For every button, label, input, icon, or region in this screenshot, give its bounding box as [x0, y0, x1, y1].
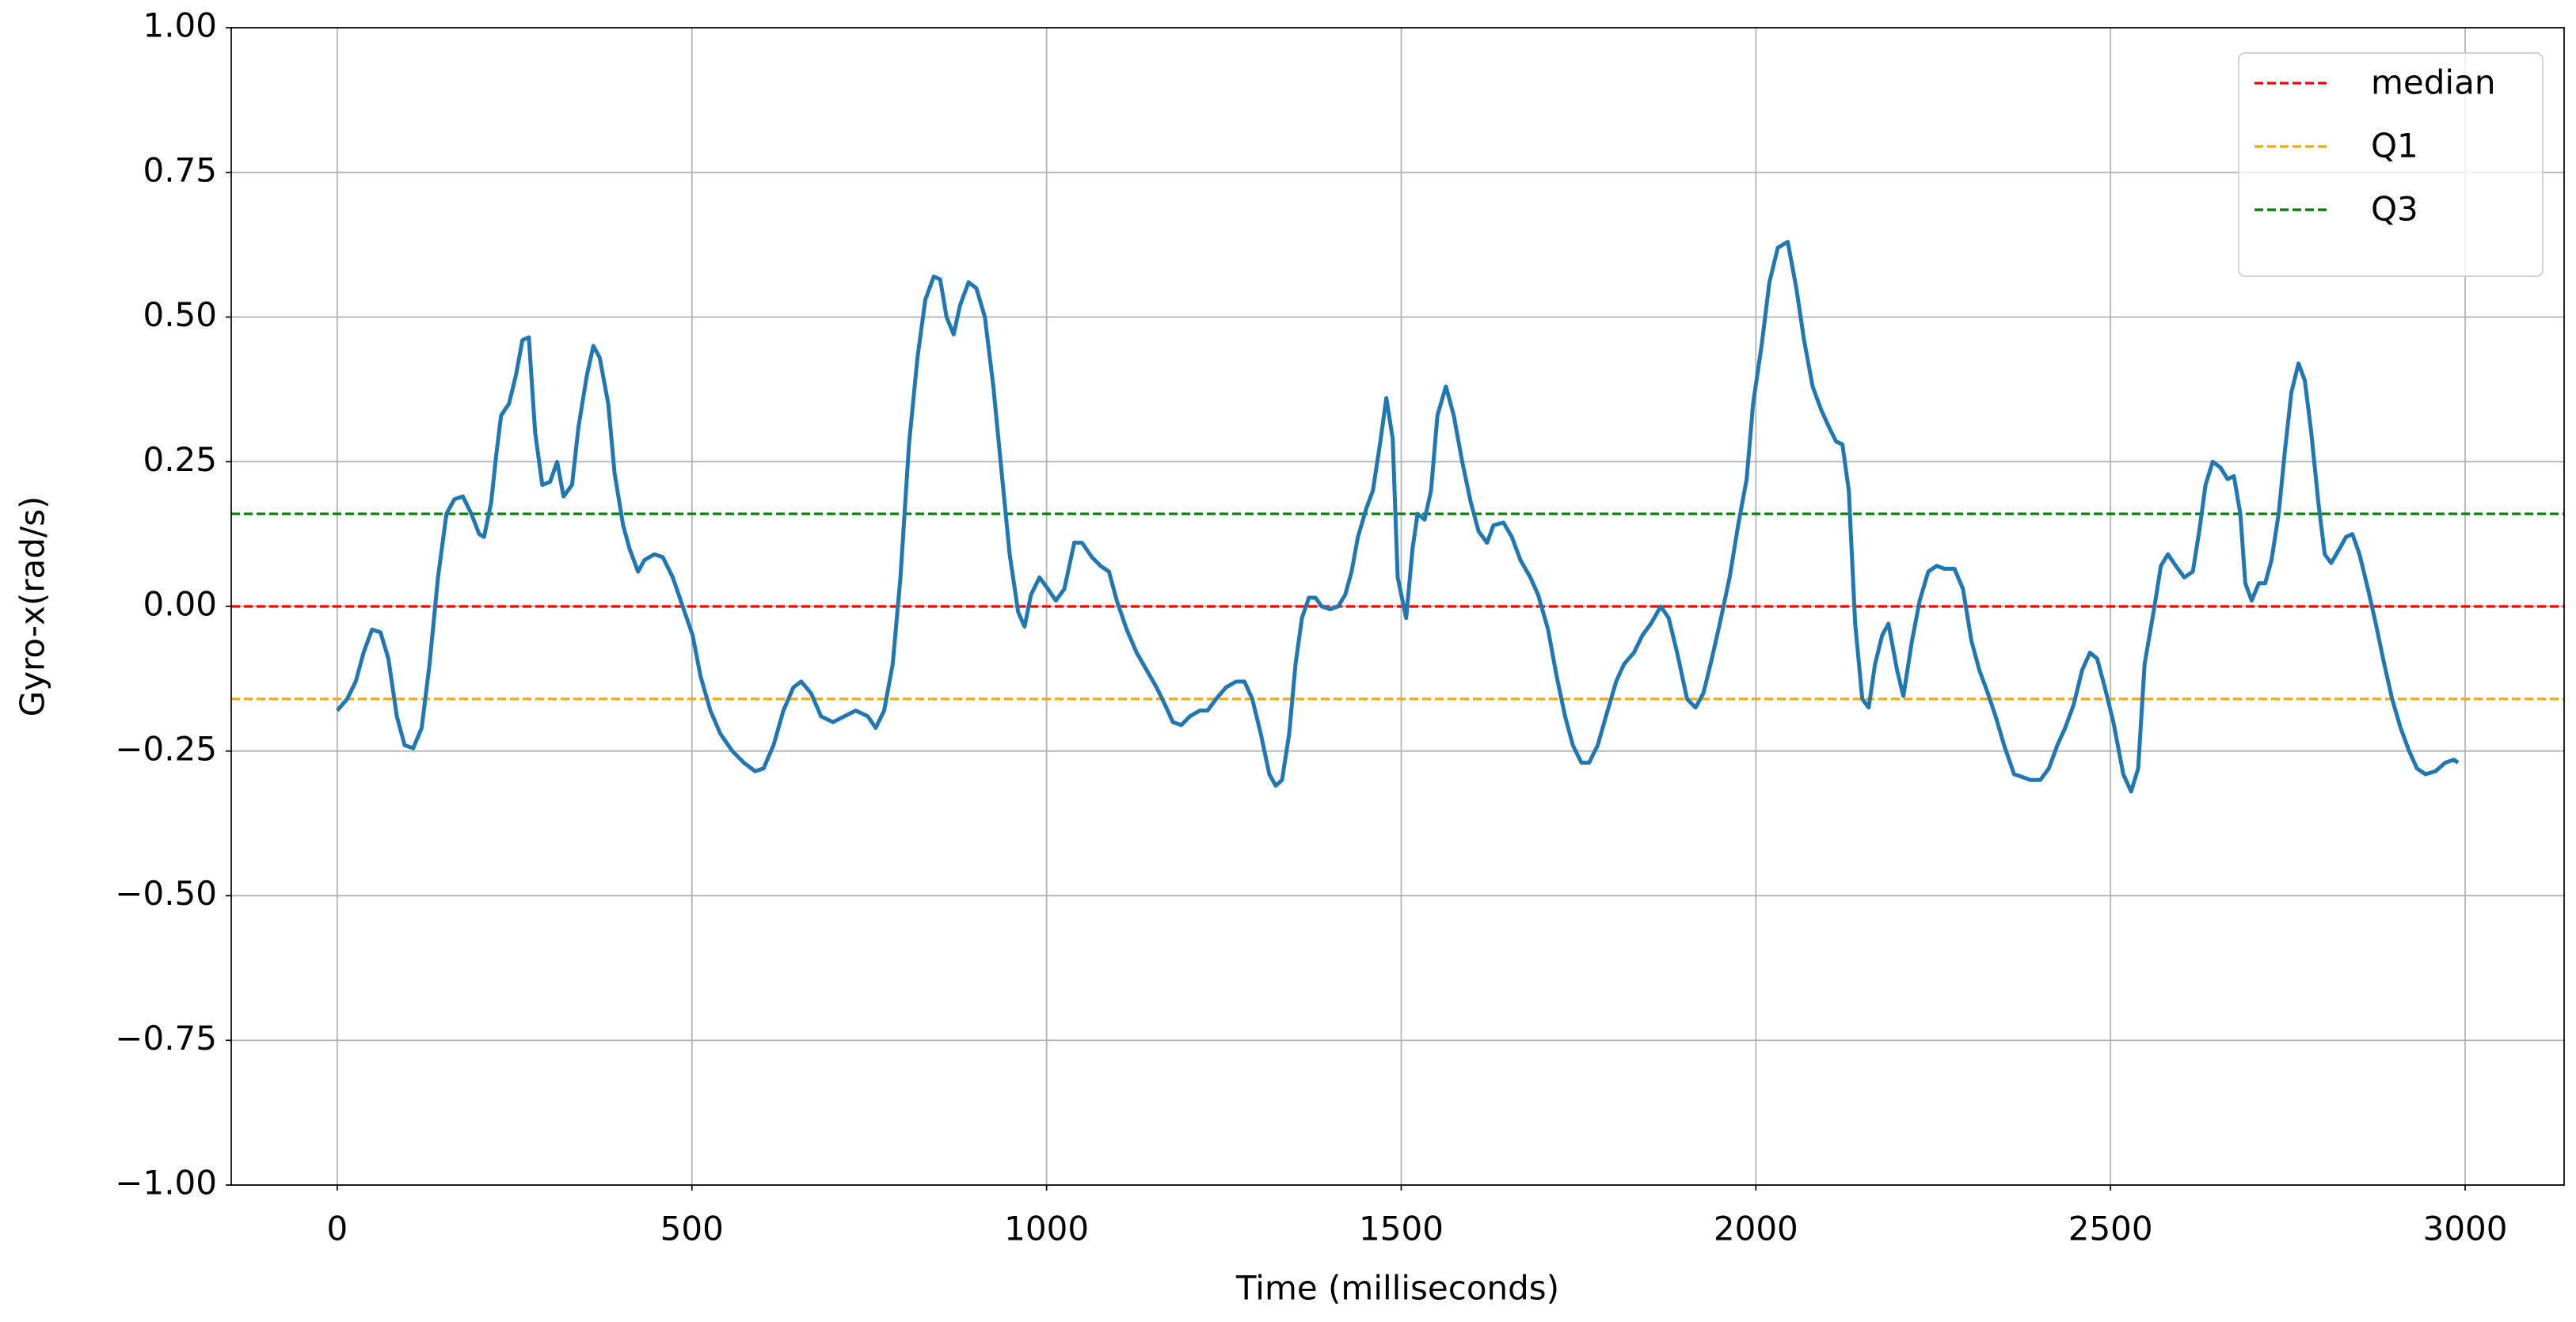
x-axis-label: Time (milliseconds) — [1235, 1269, 1559, 1308]
axes-frame — [230, 27, 2565, 1186]
x-tick-label: 1000 — [1004, 1210, 1089, 1248]
x-tick-label: 2000 — [1714, 1210, 1798, 1248]
y-tick-label: −0.25 — [115, 729, 217, 768]
y-tick-label: −0.50 — [115, 874, 217, 913]
data-line — [336, 240, 2460, 794]
y-tick-label: 1.00 — [143, 6, 217, 45]
y-tick-label: −0.75 — [115, 1019, 217, 1058]
legend-box — [2238, 52, 2544, 277]
x-tick-label: 2500 — [2068, 1210, 2153, 1248]
legend-label: Q1 — [2371, 127, 2418, 165]
y-tick-label: 0.25 — [143, 440, 217, 479]
y-axis-label: Gyro-x(rad/s) — [13, 496, 52, 717]
y-tick-label: 0.00 — [143, 585, 217, 624]
legend-label: median — [2371, 63, 2495, 102]
x-tick-label: 3000 — [2423, 1210, 2508, 1248]
y-tick-label: 0.50 — [143, 295, 217, 334]
y-tick-label: −1.00 — [115, 1164, 217, 1202]
x-tick-label: 0 — [327, 1210, 348, 1248]
plot-area — [231, 240, 2564, 794]
y-tick-label: 0.75 — [143, 150, 217, 189]
legend-label: Q3 — [2371, 190, 2418, 229]
x-tick-label: 1500 — [1359, 1210, 1444, 1248]
x-tick-label: 500 — [660, 1210, 724, 1248]
